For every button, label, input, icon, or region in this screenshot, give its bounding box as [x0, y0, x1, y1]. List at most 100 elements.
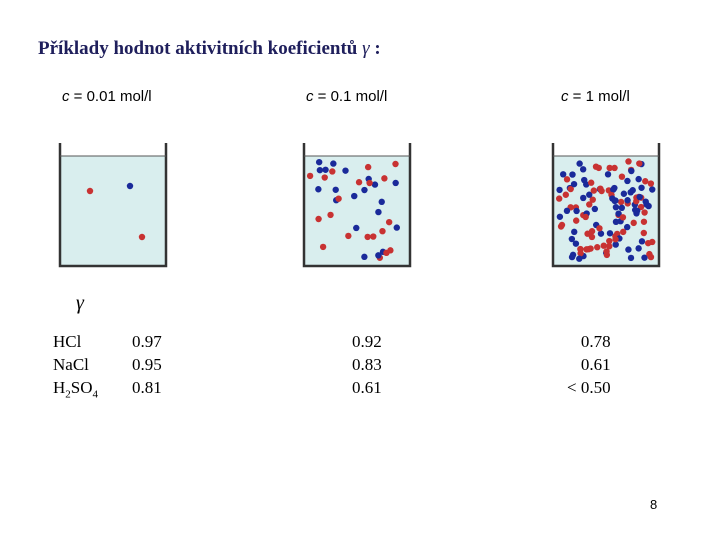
- anion-particle: [375, 208, 382, 216]
- cation-particle: [577, 245, 584, 253]
- value-cell: 0.61: [580, 355, 611, 374]
- cation-particle: [387, 247, 394, 254]
- anion-particle: [556, 213, 564, 220]
- cation-particle: [606, 243, 613, 250]
- cation-particle: [364, 163, 372, 171]
- anion-particle: [580, 194, 587, 202]
- anion-particle: [623, 223, 631, 231]
- anion-particle: [353, 224, 360, 232]
- anion-particle: [625, 246, 632, 253]
- anion-particle: [606, 230, 614, 237]
- anion-particle: [576, 160, 583, 167]
- value-cell: 0.95: [132, 355, 162, 374]
- anion-particle: [615, 210, 622, 217]
- cation-particle: [562, 191, 570, 198]
- cation-particle: [315, 215, 322, 223]
- concentration-label-2: c = 0.1 mol/l: [306, 88, 388, 105]
- value-cell: 0.83: [352, 355, 382, 374]
- cation-particle: [306, 172, 314, 180]
- salt-h2so4: H2SO4: [53, 378, 99, 401]
- anion-particle: [638, 238, 646, 245]
- anion-particle: [361, 253, 368, 261]
- anion-particle: [569, 171, 576, 178]
- anion-particle: [628, 167, 635, 175]
- cation-particle: [381, 175, 388, 182]
- value-cell: 0.81: [132, 378, 162, 397]
- cation-particle: [327, 211, 334, 219]
- cation-particle: [611, 164, 618, 172]
- anion-particle: [591, 205, 599, 213]
- cation-particle: [590, 187, 598, 194]
- slide-title: Příklady hodnot aktivitních koeficientů …: [38, 38, 381, 60]
- anion-particle: [568, 235, 576, 243]
- anion-particle: [556, 186, 563, 194]
- anion-particle: [576, 255, 583, 262]
- anion-particle: [624, 197, 631, 204]
- anion-particle: [636, 193, 643, 201]
- cation-particle: [335, 195, 342, 202]
- anion-particle: [586, 191, 593, 198]
- cation-particle: [364, 233, 371, 241]
- cation-particle: [588, 233, 596, 241]
- cation-particle: [385, 218, 393, 226]
- title-gamma-symbol: γ: [362, 38, 370, 59]
- cation-particle: [596, 225, 603, 232]
- anion-particle: [316, 166, 324, 174]
- title-suffix: :: [369, 38, 381, 59]
- cation-particle: [612, 236, 619, 243]
- anion-particle: [315, 186, 322, 193]
- gamma-symbol: γ: [76, 292, 84, 314]
- concentration-label-1: c = 0.01 mol/l: [62, 88, 152, 105]
- cation-particle: [587, 179, 595, 186]
- beaker-wall: [551, 143, 661, 268]
- anion-particle: [610, 186, 617, 193]
- cation-particle: [321, 174, 328, 181]
- anion-particle: [579, 166, 587, 173]
- title-text: Příklady hodnot aktivitních koeficientů: [38, 38, 363, 59]
- anion-particle: [649, 186, 656, 193]
- anion-particle: [563, 207, 571, 215]
- cation-particle: [606, 164, 613, 172]
- cation-particle: [625, 158, 632, 165]
- cation-particle: [600, 242, 607, 249]
- cation-particle: [345, 232, 352, 240]
- solution: [60, 156, 166, 266]
- anion-particle: [569, 251, 577, 259]
- cation-particle: [573, 217, 580, 224]
- anion-particle: [612, 218, 620, 226]
- anion-particle: [609, 195, 616, 202]
- cation-particle: [582, 213, 589, 221]
- cation-particle: [555, 195, 563, 202]
- anion-particle: [378, 198, 385, 206]
- anion-particle: [618, 204, 626, 212]
- cation-particle: [618, 173, 626, 180]
- value-cell: 0.61: [352, 378, 382, 397]
- particles: [306, 158, 400, 261]
- cation-particle: [319, 243, 327, 251]
- anion-particle: [315, 158, 323, 166]
- anion-particle: [342, 167, 349, 174]
- cation-particle: [86, 187, 94, 195]
- cation-particle: [558, 221, 566, 229]
- cation-particle: [619, 228, 627, 236]
- cation-particle: [603, 248, 610, 255]
- cation-particle: [587, 245, 594, 252]
- page-number: 8: [650, 497, 658, 512]
- anion-particle: [330, 160, 337, 167]
- anion-particle: [332, 186, 339, 193]
- cation-particle: [640, 218, 648, 225]
- anion-particle: [573, 207, 580, 215]
- anion-particle: [627, 189, 634, 196]
- anion-particle: [392, 179, 399, 187]
- cation-particle: [370, 233, 377, 240]
- cation-particle: [594, 244, 601, 251]
- cation-particle: [630, 219, 637, 227]
- cation-particle: [647, 253, 655, 261]
- cation-particle: [592, 163, 600, 170]
- cation-particle: [366, 179, 373, 187]
- cation-particle: [138, 233, 146, 241]
- anion-particle: [635, 245, 642, 252]
- anion-particle: [624, 177, 631, 185]
- anion-particle: [643, 201, 650, 208]
- anion-particle: [393, 224, 400, 231]
